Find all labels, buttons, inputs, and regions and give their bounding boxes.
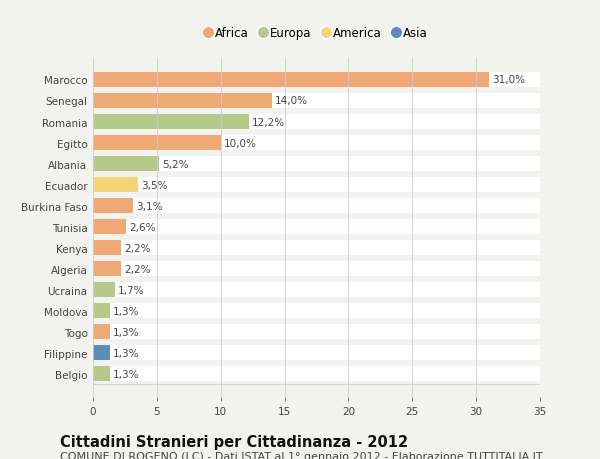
Bar [93, 325, 540, 340]
Bar [93, 220, 540, 235]
Text: 3,5%: 3,5% [141, 180, 167, 190]
Text: 1,7%: 1,7% [118, 285, 145, 295]
Text: 1,3%: 1,3% [113, 369, 139, 379]
Bar [93, 262, 121, 277]
Legend: Africa, Europa, America, Asia: Africa, Europa, America, Asia [201, 22, 432, 45]
Text: 2,6%: 2,6% [130, 222, 156, 232]
Text: 10,0%: 10,0% [224, 138, 257, 148]
Bar [93, 73, 540, 88]
Bar [93, 136, 540, 151]
Text: 14,0%: 14,0% [275, 96, 308, 106]
Text: 5,2%: 5,2% [163, 159, 189, 169]
Bar [93, 178, 138, 193]
Bar [93, 199, 540, 214]
Bar [93, 346, 110, 361]
Bar [93, 325, 110, 340]
Bar [93, 283, 115, 297]
Text: 31,0%: 31,0% [492, 75, 525, 85]
Bar [93, 304, 110, 319]
Bar [93, 241, 121, 256]
Bar [93, 199, 133, 214]
Bar [93, 115, 540, 130]
Bar [93, 178, 540, 193]
Bar [93, 94, 272, 109]
Bar [93, 283, 540, 297]
Bar [93, 220, 126, 235]
Text: Cittadini Stranieri per Cittadinanza - 2012: Cittadini Stranieri per Cittadinanza - 2… [60, 434, 408, 449]
Text: 1,3%: 1,3% [113, 327, 139, 337]
Bar [93, 94, 540, 109]
Text: COMUNE DI ROGENO (LC) - Dati ISTAT al 1° gennaio 2012 - Elaborazione TUTTITALIA.: COMUNE DI ROGENO (LC) - Dati ISTAT al 1°… [60, 451, 542, 459]
Text: 1,3%: 1,3% [113, 348, 139, 358]
Bar [93, 115, 249, 130]
Bar [93, 262, 540, 277]
Bar [93, 367, 540, 381]
Bar [93, 136, 221, 151]
Bar [93, 367, 110, 381]
Bar [93, 304, 540, 319]
Text: 2,2%: 2,2% [124, 264, 151, 274]
Text: 3,1%: 3,1% [136, 201, 162, 211]
Bar [93, 73, 489, 88]
Bar [93, 157, 160, 172]
Text: 2,2%: 2,2% [124, 243, 151, 253]
Bar [93, 241, 540, 256]
Bar [93, 157, 540, 172]
Text: 1,3%: 1,3% [113, 306, 139, 316]
Bar [93, 346, 540, 361]
Text: 12,2%: 12,2% [252, 117, 285, 127]
